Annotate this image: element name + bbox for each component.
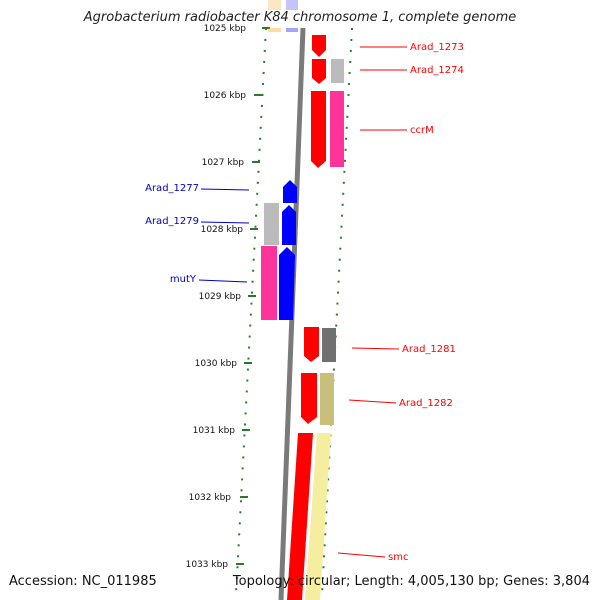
gene-block-blue-strip bbox=[286, 0, 298, 10]
tick-label: 1027 kbp bbox=[202, 158, 245, 168]
gene-magenta-ccrm bbox=[330, 91, 344, 167]
gene-olive-1282 bbox=[320, 373, 334, 425]
gene-label-arad-1274: Arad_1274 bbox=[410, 65, 464, 76]
leader-smc bbox=[337, 552, 386, 558]
leader-arad-1279 bbox=[200, 221, 250, 224]
gene-ccrm bbox=[311, 91, 326, 168]
leader-arad-1281 bbox=[351, 347, 400, 350]
leader-arad-1277 bbox=[200, 188, 250, 191]
gene-label-smc: smc bbox=[388, 552, 408, 563]
gene-block-blue bbox=[286, 28, 298, 32]
gene-label-arad-1281: Arad_1281 bbox=[402, 344, 456, 355]
gene-smc bbox=[287, 433, 313, 600]
topology-label: Topology: circular; Length: 4,005,130 bp… bbox=[232, 574, 590, 589]
leader-muty bbox=[198, 279, 248, 283]
accession-label: Accession: NC_011985 bbox=[9, 574, 157, 589]
gene-magenta-muty bbox=[261, 246, 277, 320]
tick-marks bbox=[236, 27, 270, 565]
gene-label-ccrm: ccrM bbox=[410, 125, 434, 136]
tick-labels: 1025 kbp 1026 kbp 1027 kbp 1028 kbp 1029… bbox=[186, 24, 247, 570]
gene-block-orange bbox=[268, 28, 281, 32]
gene-arad-1279 bbox=[282, 205, 296, 245]
gene-arad-1273 bbox=[312, 35, 326, 57]
tick-label: 1032 kbp bbox=[189, 493, 232, 503]
map-title: Agrobacterium radiobacter K84 chromosome… bbox=[83, 10, 517, 25]
gene-muty bbox=[279, 247, 295, 320]
gene-label-arad-1273: Arad_1273 bbox=[410, 42, 464, 53]
gene-labels: Arad_1273 Arad_1274 ccrM Arad_1277 Arad_… bbox=[145, 42, 464, 563]
left-dotted-guide bbox=[235, 27, 267, 596]
gene-label-arad-1279: Arad_1279 bbox=[145, 216, 199, 227]
forward-genes bbox=[287, 35, 407, 600]
gene-block-orange-strip bbox=[268, 0, 281, 10]
tick-label: 1033 kbp bbox=[186, 560, 229, 570]
gene-label-muty: mutY bbox=[170, 274, 197, 285]
gene-lightyellow-smc bbox=[305, 433, 331, 600]
gene-label-arad-1282: Arad_1282 bbox=[399, 398, 453, 409]
tick-label: 1026 kbp bbox=[204, 91, 247, 101]
right-dotted-guide bbox=[321, 27, 353, 596]
gene-gray-1274 bbox=[331, 59, 344, 83]
gene-arad-1281 bbox=[304, 327, 319, 362]
gene-arad-1274 bbox=[312, 59, 326, 84]
tick-label: 1028 kbp bbox=[201, 225, 244, 235]
reverse-genes bbox=[198, 180, 297, 320]
leader-arad-1282 bbox=[348, 399, 397, 404]
tick-label: 1030 kbp bbox=[195, 359, 238, 369]
gene-label-arad-1277: Arad_1277 bbox=[145, 183, 199, 194]
gene-darkgray-1281 bbox=[322, 328, 336, 362]
tick-label: 1029 kbp bbox=[199, 292, 242, 302]
gene-gray-1279 bbox=[264, 203, 279, 245]
top-partial-genes bbox=[268, 28, 298, 32]
tick-label: 1031 kbp bbox=[193, 426, 236, 436]
gene-arad-1282 bbox=[301, 373, 317, 424]
gene-arad-1277 bbox=[283, 180, 297, 203]
tick-label: 1025 kbp bbox=[204, 24, 247, 34]
